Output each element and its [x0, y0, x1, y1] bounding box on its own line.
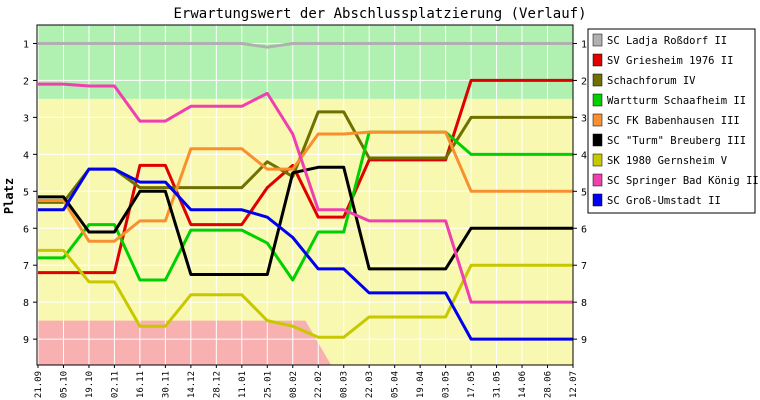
zone-promotion [37, 25, 573, 99]
series-line-4 [38, 130, 573, 282]
x-tick-label: 11.01 [238, 371, 248, 398]
legend-swatch-2 [592, 53, 603, 67]
x-tick-label: 02.11 [110, 371, 120, 398]
x-tick-label: 22.02 [314, 371, 324, 398]
y-tick-label-right: 6 [581, 224, 587, 235]
x-tick-label: 14.12 [187, 371, 197, 398]
legend-swatch-5 [592, 113, 603, 127]
x-tick-label: 31.05 [493, 371, 503, 398]
x-tick-label: 25.01 [263, 371, 273, 398]
legend-label-7: SK 1980 Gernsheim V [607, 155, 728, 167]
y-tick-label-right: 4 [581, 150, 587, 161]
y-tick-label-left: 2 [23, 76, 29, 87]
x-tick-label: 17.05 [467, 371, 477, 398]
y-tick-label-right: 2 [581, 76, 587, 87]
legend-swatch-1 [592, 33, 603, 47]
plot-frame [36, 24, 574, 366]
x-tick-label: 21.09 [34, 371, 44, 398]
series-line-8 [38, 82, 573, 304]
y-tick-label-right: 7 [581, 261, 587, 272]
legend-swatch-9 [592, 193, 603, 207]
legend-swatch-6 [592, 133, 603, 147]
series-line-3 [38, 110, 573, 204]
y-tick-label-left: 1 [23, 39, 29, 50]
y-axis-left: 1 2 3 4 5 6 7 8 9 [23, 39, 37, 346]
zone-relegation [37, 320, 331, 365]
x-tick-label: 12.07 [569, 371, 579, 398]
y-tick-label-left: 6 [23, 224, 29, 235]
y-tick-label-right: 5 [581, 187, 587, 198]
x-tick-label: 16.11 [136, 371, 146, 398]
legend-label-6: SC "Turm" Breuberg III [607, 135, 746, 147]
x-tick-label: 30.11 [161, 371, 171, 398]
x-axis: 21.09 05.10 19.10 02.11 16.11 30.11 14.12 28.12… [34, 365, 579, 398]
chart-title: Erwartungswert der Abschlussplatzierung … [173, 6, 586, 22]
y-tick-label-right: 1 [581, 39, 587, 50]
x-tick-label: 22.03 [365, 371, 375, 398]
legend-label-9: SC Groß-Umstadt II [607, 195, 721, 207]
series-lines [38, 41, 573, 341]
x-tick-label: 08.03 [340, 371, 350, 398]
series-line-5 [38, 130, 573, 243]
y-tick-label-left: 5 [23, 187, 29, 198]
y-tick-label-right: 9 [581, 335, 587, 346]
x-tick-label: 28.06 [544, 371, 554, 398]
series-line-2 [38, 78, 573, 275]
x-tick-label: 05.04 [391, 371, 401, 398]
legend-label-1: SC Ladja Roßdorf II [607, 35, 727, 47]
legend-swatch-7 [592, 153, 603, 167]
y-tick-label-right: 8 [581, 298, 587, 309]
legend-label-3: Schachforum IV [607, 75, 696, 87]
legend-swatch-3 [592, 73, 603, 87]
series-line-1 [38, 41, 573, 49]
x-tick-label: 05.10 [59, 371, 69, 398]
background-zones [37, 25, 573, 366]
y-tick-label-left: 7 [23, 261, 29, 272]
y-tick-label-left: 3 [23, 113, 29, 124]
legend-swatch-4 [592, 93, 603, 107]
series-line-7 [38, 248, 573, 339]
x-tick-label: 03.05 [442, 371, 452, 398]
legend-label-4: Wartturm Schaafheim II [607, 95, 746, 107]
y-tick-label-left: 4 [23, 150, 29, 161]
y-tick-label-left: 8 [23, 298, 29, 309]
series-line-9 [38, 167, 573, 341]
legend-swatch-8 [592, 173, 603, 187]
x-tick-label: 28.12 [212, 371, 222, 398]
legend-label-5: SC FK Babenhausen III [607, 115, 740, 127]
legend-box [587, 28, 756, 214]
x-tick-label: 14.06 [518, 371, 528, 398]
y-axis-label: Platz [2, 178, 16, 214]
legend-label-2: SV Griesheim 1976 II [607, 55, 733, 67]
legend: SC Ladja Roßdorf II SV Griesheim 1976 II S… [587, 28, 759, 214]
y-tick-label-left: 9 [23, 335, 29, 346]
x-tick-label: 19.04 [416, 371, 426, 398]
legend-label-8: SC Springer Bad König II [607, 175, 759, 187]
x-tick-label: 19.10 [85, 371, 95, 398]
y-axis-right: 1 2 3 4 5 6 7 8 9 [573, 39, 587, 346]
x-tick-label: 08.02 [289, 371, 299, 398]
y-tick-label-right: 3 [581, 113, 587, 124]
